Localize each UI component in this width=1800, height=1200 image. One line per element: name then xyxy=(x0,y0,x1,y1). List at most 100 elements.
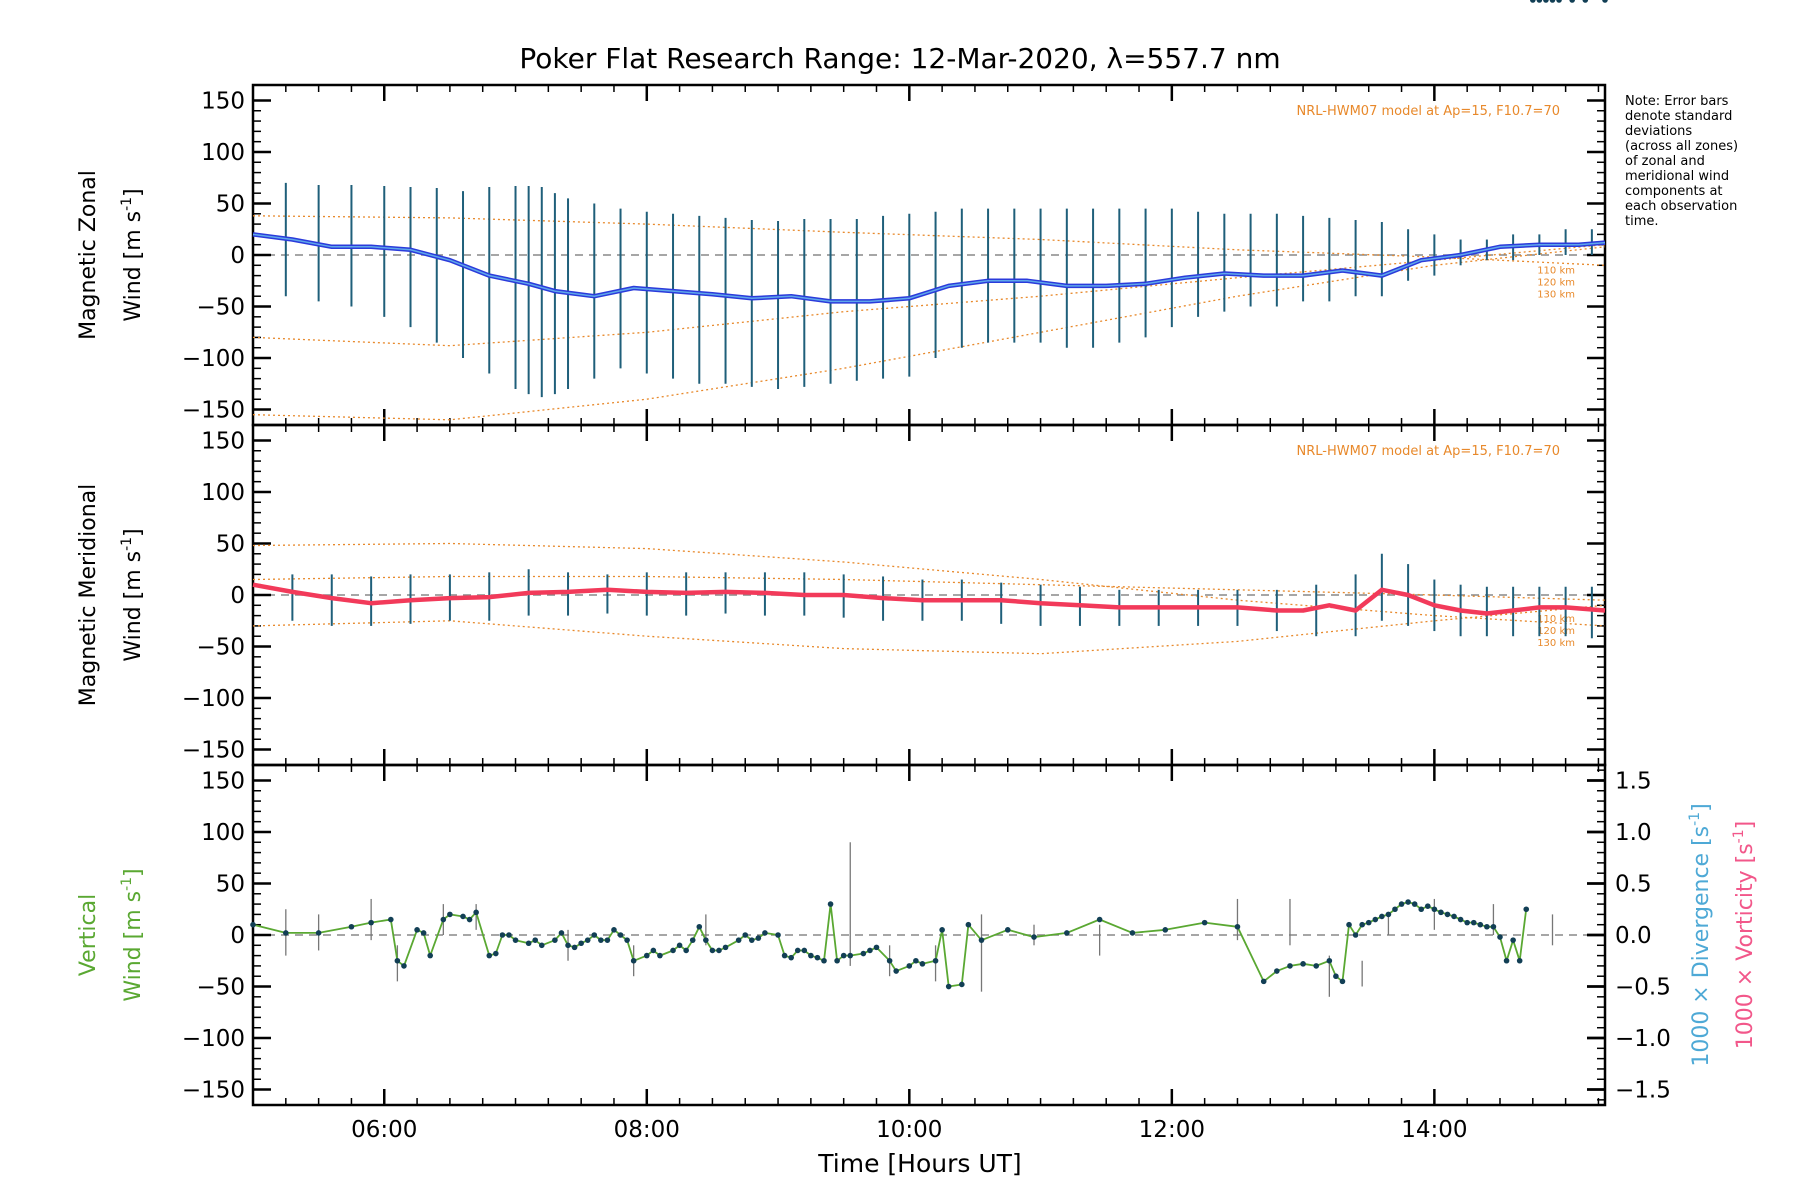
y-tick-label: 150 xyxy=(201,428,245,454)
data-point xyxy=(1405,899,1411,905)
data-point xyxy=(742,932,749,938)
right-y-tick-label: 1.0 xyxy=(1615,820,1652,846)
data-point xyxy=(1470,919,1477,926)
y-tick-label: −150 xyxy=(182,1078,245,1104)
data-point xyxy=(440,916,447,923)
note-line: of zonal and xyxy=(1625,154,1705,169)
data-point xyxy=(847,952,854,959)
y-tick-label: −150 xyxy=(182,738,245,764)
series-line-inner xyxy=(252,233,1606,303)
data-point xyxy=(788,954,794,961)
y-axis-label-line1: Magnetic Meridional xyxy=(76,484,101,706)
data-point xyxy=(1497,934,1503,940)
data-point xyxy=(683,947,689,954)
data-point xyxy=(808,952,814,959)
data-point xyxy=(388,916,394,923)
data-point xyxy=(1398,901,1405,907)
data-point xyxy=(1129,930,1136,936)
data-point xyxy=(1549,0,1556,3)
data-point xyxy=(1569,0,1575,3)
note-line: time. xyxy=(1625,214,1659,229)
data-point xyxy=(1260,978,1267,985)
note-line: (across all zones) xyxy=(1625,139,1738,154)
y-tick-label: −100 xyxy=(182,1026,245,1052)
data-point xyxy=(643,952,650,959)
data-point xyxy=(840,952,847,959)
model-curve xyxy=(252,244,1606,347)
data-point xyxy=(617,932,624,938)
right-axis-label-divergence: 1000 × Divergence [s-1] xyxy=(1687,803,1714,1066)
data-point xyxy=(427,952,434,959)
data-point xyxy=(630,957,637,964)
y-tick-label: 150 xyxy=(201,768,245,794)
data-point xyxy=(762,930,768,936)
data-point xyxy=(558,930,565,936)
data-point xyxy=(1431,906,1438,913)
note-line: deviations xyxy=(1625,124,1692,139)
model-label: NRL-HWM07 model at Ap=15, F10.7=70 xyxy=(1297,104,1561,119)
data-point xyxy=(775,932,781,938)
data-point xyxy=(801,947,808,954)
data-point xyxy=(525,940,532,947)
data-point xyxy=(1365,919,1372,926)
y-axis-label-line2: Wind [m s-1] xyxy=(119,528,146,661)
right-y-tick-label: −1.5 xyxy=(1615,1078,1671,1104)
panel-3: −150 −100 −50 0 50 100 150 06:00 08:00 10:00 12:00… xyxy=(76,0,1758,1143)
y-tick-label: 100 xyxy=(201,480,245,506)
x-tick-label: 14:00 xyxy=(1401,1117,1467,1143)
data-point xyxy=(657,952,663,959)
series-line xyxy=(252,582,1606,616)
data-point xyxy=(532,937,539,943)
y-tick-label: 100 xyxy=(201,820,245,846)
y-axis-label-line2: Wind [m s-1] xyxy=(119,868,146,1001)
y-axis-label-line1: Vertical xyxy=(76,894,101,976)
altitude-label: 110 km xyxy=(1537,265,1575,276)
note-line: Note: Error bars xyxy=(1625,94,1729,109)
data-point xyxy=(1510,937,1516,943)
data-point xyxy=(794,947,801,954)
data-point xyxy=(1543,0,1549,3)
data-point xyxy=(512,937,519,943)
data-point xyxy=(1031,934,1037,940)
data-point xyxy=(867,947,873,954)
y-tick-label: −50 xyxy=(196,635,245,661)
data-point xyxy=(1444,911,1451,918)
data-point xyxy=(368,919,374,926)
data-point xyxy=(552,937,558,943)
y-tick-label: 0 xyxy=(230,923,245,949)
data-point xyxy=(486,952,493,959)
y-tick-label: 50 xyxy=(216,191,245,217)
data-point xyxy=(571,944,578,951)
x-tick-label: 08:00 xyxy=(614,1117,680,1143)
data-point xyxy=(886,957,893,964)
data-point xyxy=(860,950,867,957)
data-point xyxy=(414,927,420,933)
data-point xyxy=(696,923,703,930)
data-point xyxy=(834,957,840,964)
model-curve xyxy=(252,542,1606,627)
x-tick-label: 06:00 xyxy=(351,1117,417,1143)
y-tick-label: 100 xyxy=(201,140,245,166)
data-point xyxy=(1582,0,1589,3)
y-tick-label: −150 xyxy=(182,398,245,424)
y-axis-label-line2: Wind [m s-1] xyxy=(119,188,146,321)
data-point xyxy=(401,963,407,969)
note-line: denote standard xyxy=(1625,109,1732,124)
data-point xyxy=(748,937,755,943)
data-point xyxy=(506,932,512,938)
data-point xyxy=(978,937,985,943)
y-tick-label: −50 xyxy=(196,975,245,1001)
data-point xyxy=(755,935,762,941)
data-point xyxy=(821,957,827,964)
data-point xyxy=(1300,961,1306,967)
right-y-tick-label: 0.0 xyxy=(1615,923,1652,949)
data-point xyxy=(781,952,788,959)
data-point xyxy=(447,911,453,918)
data-point xyxy=(1333,973,1339,980)
data-point xyxy=(499,932,506,938)
data-point xyxy=(624,937,630,943)
data-point xyxy=(650,947,657,954)
data-point xyxy=(709,947,716,954)
right-y-tick-label: −1.0 xyxy=(1615,1026,1671,1052)
